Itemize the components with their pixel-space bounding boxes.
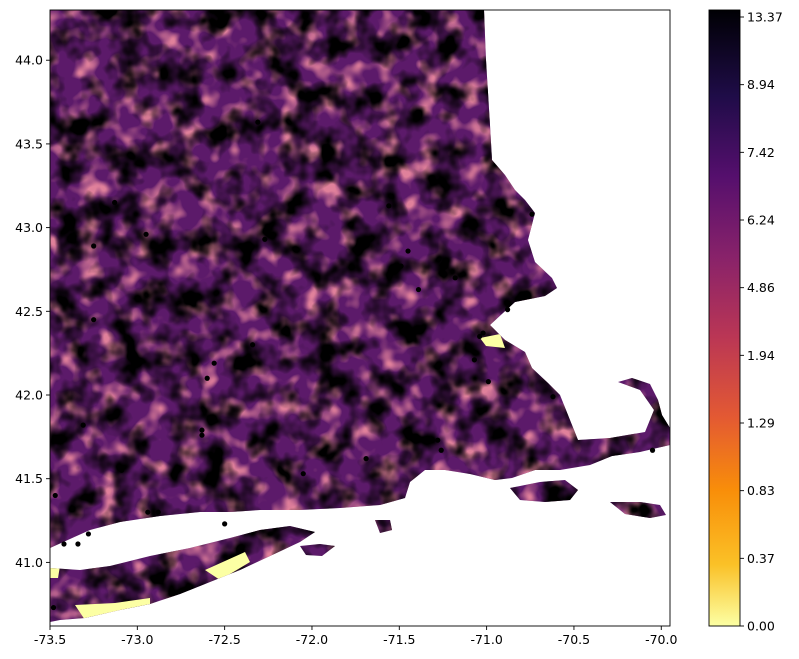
colorbar-tick-label: 1.29 — [747, 416, 775, 431]
y-tick-label: 41.0 — [15, 555, 43, 570]
station-marker — [204, 375, 210, 381]
colorbar-gradient — [708, 9, 741, 627]
station-marker — [75, 541, 81, 547]
station-marker — [145, 509, 151, 515]
colorbar-tick-label: 4.86 — [747, 280, 775, 295]
station-marker — [438, 447, 444, 453]
colorbar-tick-label: 8.94 — [747, 77, 775, 92]
y-tick-label: 42.0 — [15, 388, 43, 403]
station-marker — [398, 263, 404, 269]
station-marker — [61, 541, 67, 547]
colorbar-ticks: 13.37 8.94 7.42 6.24 4.86 1.94 1.29 0.83 0.37 0.0… — [740, 10, 783, 634]
station-marker — [477, 333, 483, 340]
colorbar-tick-label: 0.00 — [747, 619, 775, 634]
station-marker — [211, 360, 217, 366]
map-area: -73.5 -73.0 -72.5 -72.0 -71.5 -71.0 -70.5 -70.0… — [15, 9, 677, 647]
station-marker — [452, 275, 458, 281]
station-marker — [199, 427, 205, 433]
colorbar-tick-label: 0.37 — [747, 551, 775, 566]
colorbar-tick-label: 7.42 — [747, 145, 775, 160]
station-marker — [249, 342, 256, 348]
x-tick-label: -72.5 — [208, 632, 240, 647]
station-marker — [91, 317, 97, 323]
station-marker — [363, 456, 369, 462]
x-tick-label: -71.0 — [470, 632, 502, 647]
low-value-patch — [205, 552, 250, 580]
station-marker — [529, 211, 535, 217]
colorbar-tick-label: 0.83 — [747, 483, 775, 498]
station-marker — [435, 437, 441, 443]
station-marker — [300, 471, 306, 477]
station-marker — [471, 357, 477, 363]
station-marker — [485, 379, 491, 385]
x-tick-label: -73.5 — [34, 632, 66, 647]
x-tick-label: -70.5 — [558, 632, 590, 647]
station-marker — [415, 286, 422, 293]
station-marker — [199, 432, 205, 438]
x-axis: -73.5 -73.0 -72.5 -72.0 -71.5 -71.0 -70.5 -70.0 — [34, 626, 677, 647]
low-value-patch — [480, 334, 505, 348]
station-marker — [255, 119, 261, 125]
station-marker — [649, 447, 656, 453]
station-marker — [386, 203, 392, 209]
colorbar-tick-label: 6.24 — [747, 213, 775, 228]
station-marker — [91, 243, 97, 249]
station-marker — [155, 509, 161, 515]
station-marker — [52, 492, 58, 499]
y-tick-label: 44.0 — [15, 53, 43, 68]
x-tick-label: -73.0 — [121, 632, 153, 647]
plot-frame — [49, 9, 671, 627]
station-marker — [80, 422, 86, 428]
station-marker — [262, 236, 268, 242]
x-tick-label: -70.0 — [645, 632, 677, 647]
station-marker — [222, 521, 228, 527]
low-value-patch — [75, 598, 150, 620]
station-marker — [112, 199, 118, 206]
station-markers — [50, 119, 656, 611]
station-marker — [405, 248, 411, 254]
y-tick-label: 43.5 — [15, 136, 43, 151]
station-marker — [504, 307, 511, 313]
y-axis: 41.0 41.5 42.0 42.5 43.0 43.5 44.0 — [15, 53, 50, 570]
station-marker — [85, 531, 92, 537]
colorbar-tick-label: 13.37 — [747, 10, 783, 25]
station-marker — [119, 467, 125, 473]
station-marker — [143, 231, 149, 237]
y-tick-label: 41.5 — [15, 471, 43, 486]
station-marker — [480, 330, 486, 336]
colorbar-tick-label: 1.94 — [747, 348, 775, 363]
station-marker — [550, 394, 556, 400]
station-marker — [50, 604, 57, 611]
colorbar: 13.37 8.94 7.42 6.24 4.86 1.94 1.29 0.83 0.37 0.0… — [708, 9, 783, 634]
y-tick-label: 42.5 — [15, 304, 43, 319]
x-tick-label: -71.5 — [383, 632, 415, 647]
y-tick-label: 43.0 — [15, 220, 43, 235]
x-tick-label: -72.0 — [296, 632, 328, 647]
